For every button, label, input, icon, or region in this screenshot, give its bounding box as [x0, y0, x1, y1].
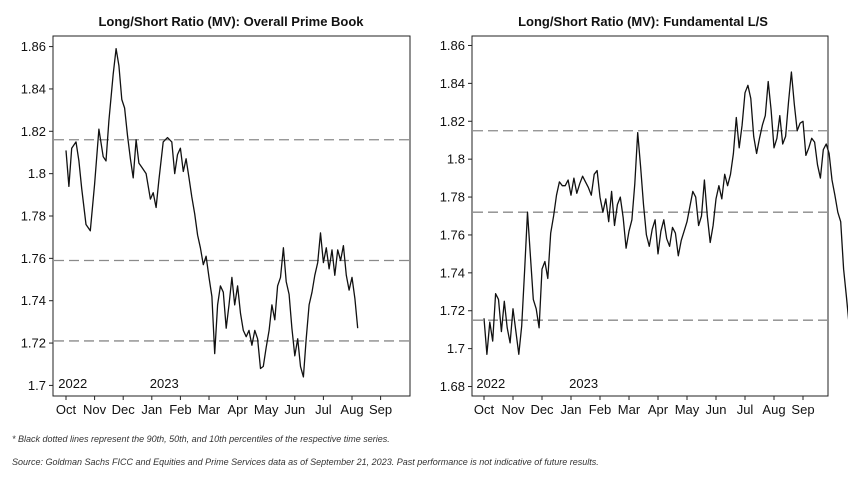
x-tick-label: Sep [791, 402, 814, 417]
y-tick-label: 1.68 [440, 379, 465, 394]
y-tick-label: 1.8 [447, 152, 465, 167]
x-tick-label: Nov [501, 402, 525, 417]
chart-title: Long/Short Ratio (MV): Fundamental L/S [518, 14, 768, 29]
y-tick-label: 1.82 [21, 124, 46, 139]
series-line [483, 71, 848, 355]
y-tick-label: 1.78 [21, 209, 46, 224]
y-tick-label: 1.86 [21, 39, 46, 54]
y-tick-label: 1.8 [28, 166, 46, 181]
x-tick-label: Feb [169, 402, 191, 417]
chart-title: Long/Short Ratio (MV): Overall Prime Boo… [98, 14, 364, 29]
series-line [65, 48, 359, 378]
x-tick-label: Feb [589, 402, 611, 417]
y-tick-label: 1.78 [440, 190, 465, 205]
x-tick-label: Jul [315, 402, 332, 417]
year-label: 2022 [476, 376, 505, 391]
x-tick-label: Jan [561, 402, 582, 417]
x-tick-label: Mar [618, 402, 641, 417]
y-tick-label: 1.82 [440, 114, 465, 129]
y-tick-label: 1.7 [447, 341, 465, 356]
x-tick-label: Mar [198, 402, 221, 417]
x-tick-label: Dec [112, 402, 136, 417]
y-tick-label: 1.74 [440, 265, 465, 280]
x-tick-label: Jan [141, 402, 162, 417]
x-tick-label: Jun [284, 402, 305, 417]
year-label: 2023 [150, 376, 179, 391]
chart-panel-1: Long/Short Ratio (MV): Overall Prime Boo… [21, 14, 411, 417]
year-label: 2023 [569, 376, 598, 391]
x-tick-label: Dec [530, 402, 554, 417]
y-tick-label: 1.76 [440, 227, 465, 242]
y-tick-label: 1.7 [28, 378, 46, 393]
source-footnote: Source: Goldman Sachs FICC and Equities … [12, 457, 599, 467]
x-tick-label: Oct [56, 402, 77, 417]
y-tick-label: 1.72 [21, 336, 46, 351]
chart-panel-2: Long/Short Ratio (MV): Fundamental L/S 1.… [440, 14, 848, 417]
year-label: 2022 [58, 376, 87, 391]
x-tick-label: Aug [340, 402, 363, 417]
y-tick-label: 1.84 [21, 81, 46, 96]
plot-frame [52, 35, 411, 397]
y-tick-label: 1.84 [440, 76, 465, 91]
x-tick-label: Jun [706, 402, 727, 417]
x-tick-label: Aug [762, 402, 785, 417]
y-tick-label: 1.86 [440, 38, 465, 53]
x-tick-label: May [675, 402, 700, 417]
y-tick-label: 1.72 [440, 303, 465, 318]
percentile-footnote: * Black dotted lines represent the 90th,… [12, 434, 390, 444]
x-tick-label: Sep [369, 402, 392, 417]
plot-frame [471, 35, 829, 397]
x-tick-label: Apr [648, 402, 669, 417]
x-tick-label: Jul [737, 402, 754, 417]
x-tick-label: May [254, 402, 279, 417]
y-tick-label: 1.74 [21, 293, 46, 308]
x-tick-label: Apr [227, 402, 248, 417]
x-tick-label: Oct [474, 402, 495, 417]
x-tick-label: Nov [83, 402, 107, 417]
y-tick-label: 1.76 [21, 251, 46, 266]
